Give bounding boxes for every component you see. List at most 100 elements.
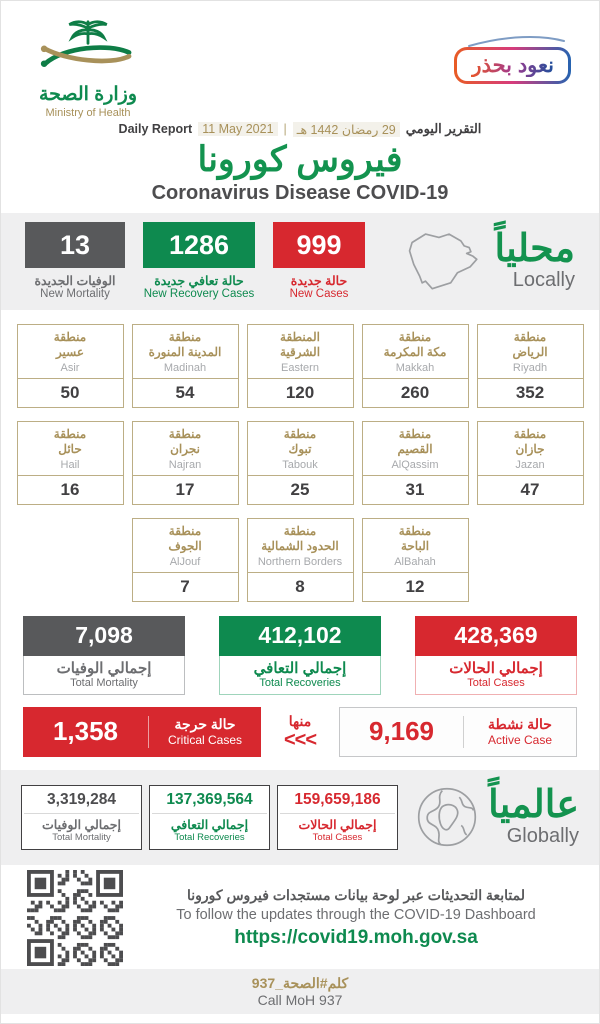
total-cases-value: 428,369 bbox=[415, 615, 577, 656]
region-name-ar: منطقة الجوف bbox=[168, 523, 202, 553]
region-card-asir: منطقة عسير Asir 50 bbox=[16, 323, 124, 408]
region-value: 16 bbox=[17, 474, 123, 504]
active-cases-value: 9,169 bbox=[368, 716, 435, 746]
new-recovery-value: 1286 bbox=[143, 222, 255, 268]
saudi-map-icon bbox=[409, 233, 479, 290]
total-cases-label-en: Total Cases bbox=[467, 676, 525, 689]
region-name-en: Northern Borders bbox=[257, 555, 343, 568]
regions-row-3: منطقة الجوف AlJouf 7 منطقة الحدود الشمال… bbox=[1, 517, 599, 602]
total-recoveries-value: 412,102 bbox=[219, 615, 381, 656]
region-card-najran: منطقة نجران Najran 17 bbox=[131, 420, 239, 505]
region-value: 54 bbox=[132, 377, 238, 407]
new-mortality-label-en: New Mortality bbox=[40, 288, 110, 300]
global-recoveries-label-ar: إجمالي التعافي bbox=[170, 817, 249, 832]
global-mortality-card: 3,319,284 إجمالي الوفيات Total Mortality bbox=[21, 784, 142, 850]
dashboard-note-en: To follow the updates through the COVID-… bbox=[176, 907, 536, 923]
total-cases-card: 428,369 إجمالي الحالات Total Cases bbox=[415, 615, 577, 695]
dashboard-url-link[interactable]: https://covid19.moh.gov.sa bbox=[234, 927, 478, 948]
logo-arabic-name: وزارة الصحة bbox=[38, 84, 138, 105]
new-cases-stat: 999 حالة جديدة New Cases bbox=[273, 222, 365, 300]
divider bbox=[148, 715, 149, 748]
region-name-en: Asir bbox=[60, 361, 80, 374]
header: وزارة الصحة Ministry of Health نعود بحذر bbox=[1, 1, 599, 119]
region-name-en: Hail bbox=[60, 458, 80, 471]
daily-report-label-ar: التقرير اليومي bbox=[405, 121, 482, 136]
of-which-label: منها bbox=[288, 713, 312, 729]
total-mortality-label-en: Total Mortality bbox=[70, 676, 138, 689]
region-name-en: AlJouf bbox=[169, 555, 201, 568]
of-which-indicator: منها <<< bbox=[284, 713, 317, 750]
new-cases-label-en: New Cases bbox=[289, 288, 349, 300]
new-mortality-label-ar: الوفيات الجديدة bbox=[34, 274, 116, 288]
total-mortality-label-ar: إجمالي الوفيات bbox=[56, 659, 152, 677]
region-card-eastern: المنطقة الشرقية Eastern 120 bbox=[246, 323, 354, 408]
region-name-en: Makkah bbox=[395, 361, 435, 374]
global-cases-card: 159,659,186 إجمالي الحالات Total Cases bbox=[277, 784, 398, 850]
region-name-ar: منطقة القصيم bbox=[397, 426, 433, 456]
region-name-ar: منطقة المدينة المنورة bbox=[148, 329, 222, 359]
region-value: 50 bbox=[17, 377, 123, 407]
region-name-ar: منطقة الرياض bbox=[512, 329, 548, 359]
globe-icon bbox=[418, 787, 477, 847]
global-recoveries-card: 137,369,564 إجمالي التعافي Total Recover… bbox=[149, 784, 270, 850]
region-name-ar: منطقة حائل bbox=[53, 426, 87, 456]
region-name-en: Madinah bbox=[163, 361, 207, 374]
call-hashtag-ar: كلم#الصحة_937 bbox=[251, 974, 349, 991]
return-with-caution-badge: نعود بحذر bbox=[454, 36, 571, 84]
critical-cases-label-ar: حالة حرجة bbox=[174, 716, 236, 732]
critical-cases-box: 1,358 حالة حرجة Critical Cases bbox=[23, 706, 261, 757]
global-mortality-label-ar: إجمالي الوفيات bbox=[42, 817, 121, 832]
region-name-ar: منطقة الباحة bbox=[398, 523, 432, 553]
region-value: 120 bbox=[247, 377, 353, 407]
global-mortality-value: 3,319,284 bbox=[24, 791, 139, 814]
locally-section: 13 الوفيات الجديدة New Mortality 1286 حا… bbox=[1, 212, 599, 310]
locally-title-en: Locally bbox=[512, 269, 575, 292]
region-value: 25 bbox=[247, 474, 353, 504]
region-card-riyadh: منطقة الرياض Riyadh 352 bbox=[476, 323, 584, 408]
global-recoveries-label-en: Total Recoveries bbox=[174, 831, 245, 843]
new-recovery-label-en: New Recovery Cases bbox=[143, 288, 255, 300]
palm-swords-icon bbox=[40, 20, 132, 67]
region-name-en: Tabouk bbox=[282, 458, 318, 471]
region-card-makkah: منطقة مكة المكرمة Makkah 260 bbox=[361, 323, 469, 408]
new-mortality-value: 13 bbox=[25, 222, 125, 268]
globally-section: 3,319,284 إجمالي الوفيات Total Mortality… bbox=[1, 769, 599, 865]
regions-row-1: منطقة عسير Asir 50 منطقة المدينة المنورة… bbox=[1, 323, 599, 408]
region-card-alqassim: منطقة القصيم AlQassim 31 bbox=[361, 420, 469, 505]
critical-cases-value: 1,358 bbox=[52, 716, 119, 746]
region-name-en: AlQassim bbox=[391, 458, 439, 471]
totals-row: 7,098 إجمالي الوفيات Total Mortality 412… bbox=[1, 615, 599, 695]
region-name-ar: المنطقة الشرقية bbox=[279, 329, 321, 359]
region-card-hail: منطقة حائل Hail 16 bbox=[16, 420, 124, 505]
region-name-en: Riyadh bbox=[512, 361, 548, 374]
logo-english-name: Ministry of Health bbox=[45, 107, 131, 119]
gregorian-date: 11 May 2021 bbox=[198, 122, 278, 136]
active-cases-box: 9,169 حالة نشطة Active Case bbox=[338, 706, 577, 757]
new-recovery-label-ar: حالة تعافي جديدة bbox=[154, 274, 244, 288]
region-value: 31 bbox=[362, 474, 468, 504]
region-name-en: AlBahah bbox=[394, 555, 436, 568]
active-cases-label-ar: حالة نشطة bbox=[488, 716, 552, 732]
region-value: 7 bbox=[132, 571, 238, 601]
region-value: 8 bbox=[247, 571, 353, 601]
total-recoveries-label-en: Total Recoveries bbox=[259, 676, 341, 689]
new-cases-value: 999 bbox=[273, 222, 365, 268]
total-mortality-card: 7,098 إجمالي الوفيات Total Mortality bbox=[23, 615, 185, 695]
locally-title-ar: محلياً bbox=[494, 227, 575, 270]
global-cases-value: 159,659,186 bbox=[280, 791, 395, 814]
region-name-ar: منطقة مكة المكرمة bbox=[383, 329, 447, 359]
globally-title-ar: عالمياً bbox=[488, 783, 579, 826]
badge-text: نعود بحذر bbox=[471, 54, 554, 77]
total-cases-label-ar: إجمالي الحالات bbox=[449, 659, 543, 677]
moh-logo: وزارة الصحة Ministry of Health bbox=[23, 15, 153, 119]
region-name-ar: منطقة الحدود الشمالية bbox=[261, 523, 339, 553]
global-recoveries-value: 137,369,564 bbox=[152, 791, 267, 814]
region-value: 352 bbox=[477, 377, 583, 407]
dashboard-section: لمتابعة التحديثات عبر لوحة بيانات مستجدا… bbox=[1, 865, 599, 966]
region-name-ar: منطقة تبوك bbox=[283, 426, 317, 456]
region-value: 260 bbox=[362, 377, 468, 407]
region-value: 17 bbox=[132, 474, 238, 504]
region-name-ar: منطقة جازان bbox=[513, 426, 547, 456]
page-title-arabic: فيروس كورونا bbox=[197, 140, 403, 179]
